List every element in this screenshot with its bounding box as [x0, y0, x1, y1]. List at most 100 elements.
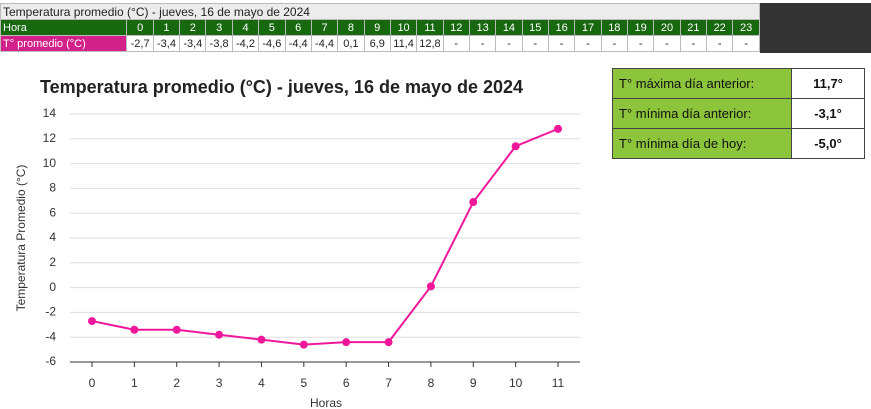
header-cell: 9	[363, 19, 391, 36]
y-tick-label: 8	[49, 181, 56, 195]
chart: Temperatura promedio (°C) - jueves, 16 d…	[14, 77, 580, 409]
value-cell: -	[706, 35, 734, 52]
value-cell: -3,4	[152, 35, 181, 52]
value-cell: -	[626, 35, 655, 52]
header-cell: 4	[231, 19, 260, 36]
header-cell: 3	[205, 19, 233, 36]
summary-label: T° mínima día de hoy:	[612, 128, 792, 159]
x-axis-label: Horas	[310, 396, 342, 409]
x-tick-label: 8	[428, 376, 435, 390]
summary-label: T° mínima día anterior:	[612, 98, 792, 129]
summary-row: T° mínima día de hoy: -5,0°	[612, 128, 865, 159]
x-tick-label: 3	[216, 376, 223, 390]
data-point	[130, 325, 139, 334]
header-cell: 19	[626, 19, 655, 36]
header-cell: 17	[574, 19, 602, 36]
header-cell: 5	[258, 19, 286, 36]
x-tick-label: 10	[509, 376, 523, 390]
header-cell: 1	[152, 19, 181, 36]
data-point	[172, 325, 181, 334]
summary-value: -3,1°	[791, 98, 865, 129]
header-cell: 11	[416, 19, 444, 36]
value-cell: -	[653, 35, 681, 52]
summary-row: T° mínima día anterior: -3,1°	[612, 98, 865, 129]
header-cell: Hora	[0, 19, 128, 36]
data-point	[342, 338, 351, 347]
summary-row: T° máxima día anterior: 11,7°	[612, 68, 865, 99]
header-cell: 10	[389, 19, 418, 36]
x-tick-label: 2	[173, 376, 180, 390]
data-point	[257, 335, 266, 344]
y-tick-label: 4	[49, 230, 56, 244]
value-cell: -	[732, 35, 760, 52]
header-cell: 6	[284, 19, 312, 36]
y-tick-label: 0	[49, 280, 56, 294]
title-row: Temperatura promedio (°C) - jueves, 16 d…	[0, 3, 760, 20]
header-row: Hora 0 1 2 3 4 5 6 7 8 9 10 11 12 13 14 15 16 17 18 19 20 21 22…	[0, 19, 760, 36]
header-cell: 15	[521, 19, 549, 36]
data-point	[88, 317, 96, 326]
value-cell: 6,9	[363, 35, 391, 52]
value-cell: -	[468, 35, 497, 52]
value-cell: -2,7	[126, 35, 154, 52]
value-cell: -	[495, 35, 523, 52]
y-tick-label: -2	[45, 305, 56, 319]
value-cell: -	[521, 35, 549, 52]
value-cell: -	[679, 35, 708, 52]
value-cell: -	[547, 35, 576, 52]
header-cell: 12	[442, 19, 470, 36]
y-tick-label: 14	[43, 106, 57, 120]
x-tick-label: 9	[470, 376, 477, 390]
x-tick-label: 5	[300, 376, 307, 390]
header-cell: 14	[495, 19, 523, 36]
value-cell: -3,4	[179, 35, 207, 52]
data-point	[384, 338, 393, 347]
hourly-table: Temperatura promedio (°C) - jueves, 16 d…	[0, 3, 760, 52]
header-cell: 18	[600, 19, 628, 36]
header-cell: 0	[126, 19, 154, 36]
dark-panel	[760, 3, 871, 53]
summary-table: T° máxima día anterior: 11,7° T° mínima dí…	[612, 68, 865, 159]
header-cell: 21	[679, 19, 708, 36]
summary-label: T° máxima día anterior:	[612, 68, 792, 99]
value-cell: -	[442, 35, 470, 52]
header-cell: 8	[337, 19, 365, 36]
value-cell: -	[574, 35, 602, 52]
data-point	[426, 282, 435, 291]
value-cell: -	[600, 35, 628, 52]
x-tick-label: 1	[131, 376, 138, 390]
header-cell: 2	[179, 19, 207, 36]
y-tick-label: 6	[49, 205, 56, 219]
x-tick-label: 4	[258, 376, 265, 390]
data-point	[469, 198, 478, 207]
y-tick-label: 2	[49, 255, 56, 269]
value-cell: -4,2	[231, 35, 260, 52]
data-point	[299, 340, 308, 349]
header-cell: 16	[547, 19, 576, 36]
y-tick-label: -6	[45, 354, 56, 368]
value-cell: 11,4	[389, 35, 418, 52]
value-cell: T° promedio (°C)	[0, 35, 128, 52]
value-cell: 0,1	[337, 35, 365, 52]
y-tick-label: -4	[45, 329, 56, 343]
data-point	[511, 142, 520, 151]
header-cell: 7	[310, 19, 339, 36]
chart-title: Temperatura promedio (°C) - jueves, 16 d…	[40, 77, 523, 97]
x-tick-label: 11	[552, 376, 565, 390]
value-cell: -4,4	[284, 35, 312, 52]
value-cell: -4,6	[258, 35, 286, 52]
header-cell: 20	[653, 19, 681, 36]
value-cell: -3,8	[205, 35, 233, 52]
x-tick-label: 0	[89, 376, 96, 390]
y-tick-label: 10	[43, 156, 57, 170]
y-axis-label: Temperatura Promedio (°C)	[14, 165, 28, 312]
value-cell: 12,8	[416, 35, 444, 52]
header-cell: 22	[706, 19, 734, 36]
series-line	[91, 127, 559, 346]
data-point	[554, 124, 562, 133]
summary-value: 11,7°	[791, 68, 865, 99]
y-tick-label: 12	[43, 131, 57, 145]
value-cell: -4,4	[310, 35, 339, 52]
x-tick-label: 6	[343, 376, 350, 390]
